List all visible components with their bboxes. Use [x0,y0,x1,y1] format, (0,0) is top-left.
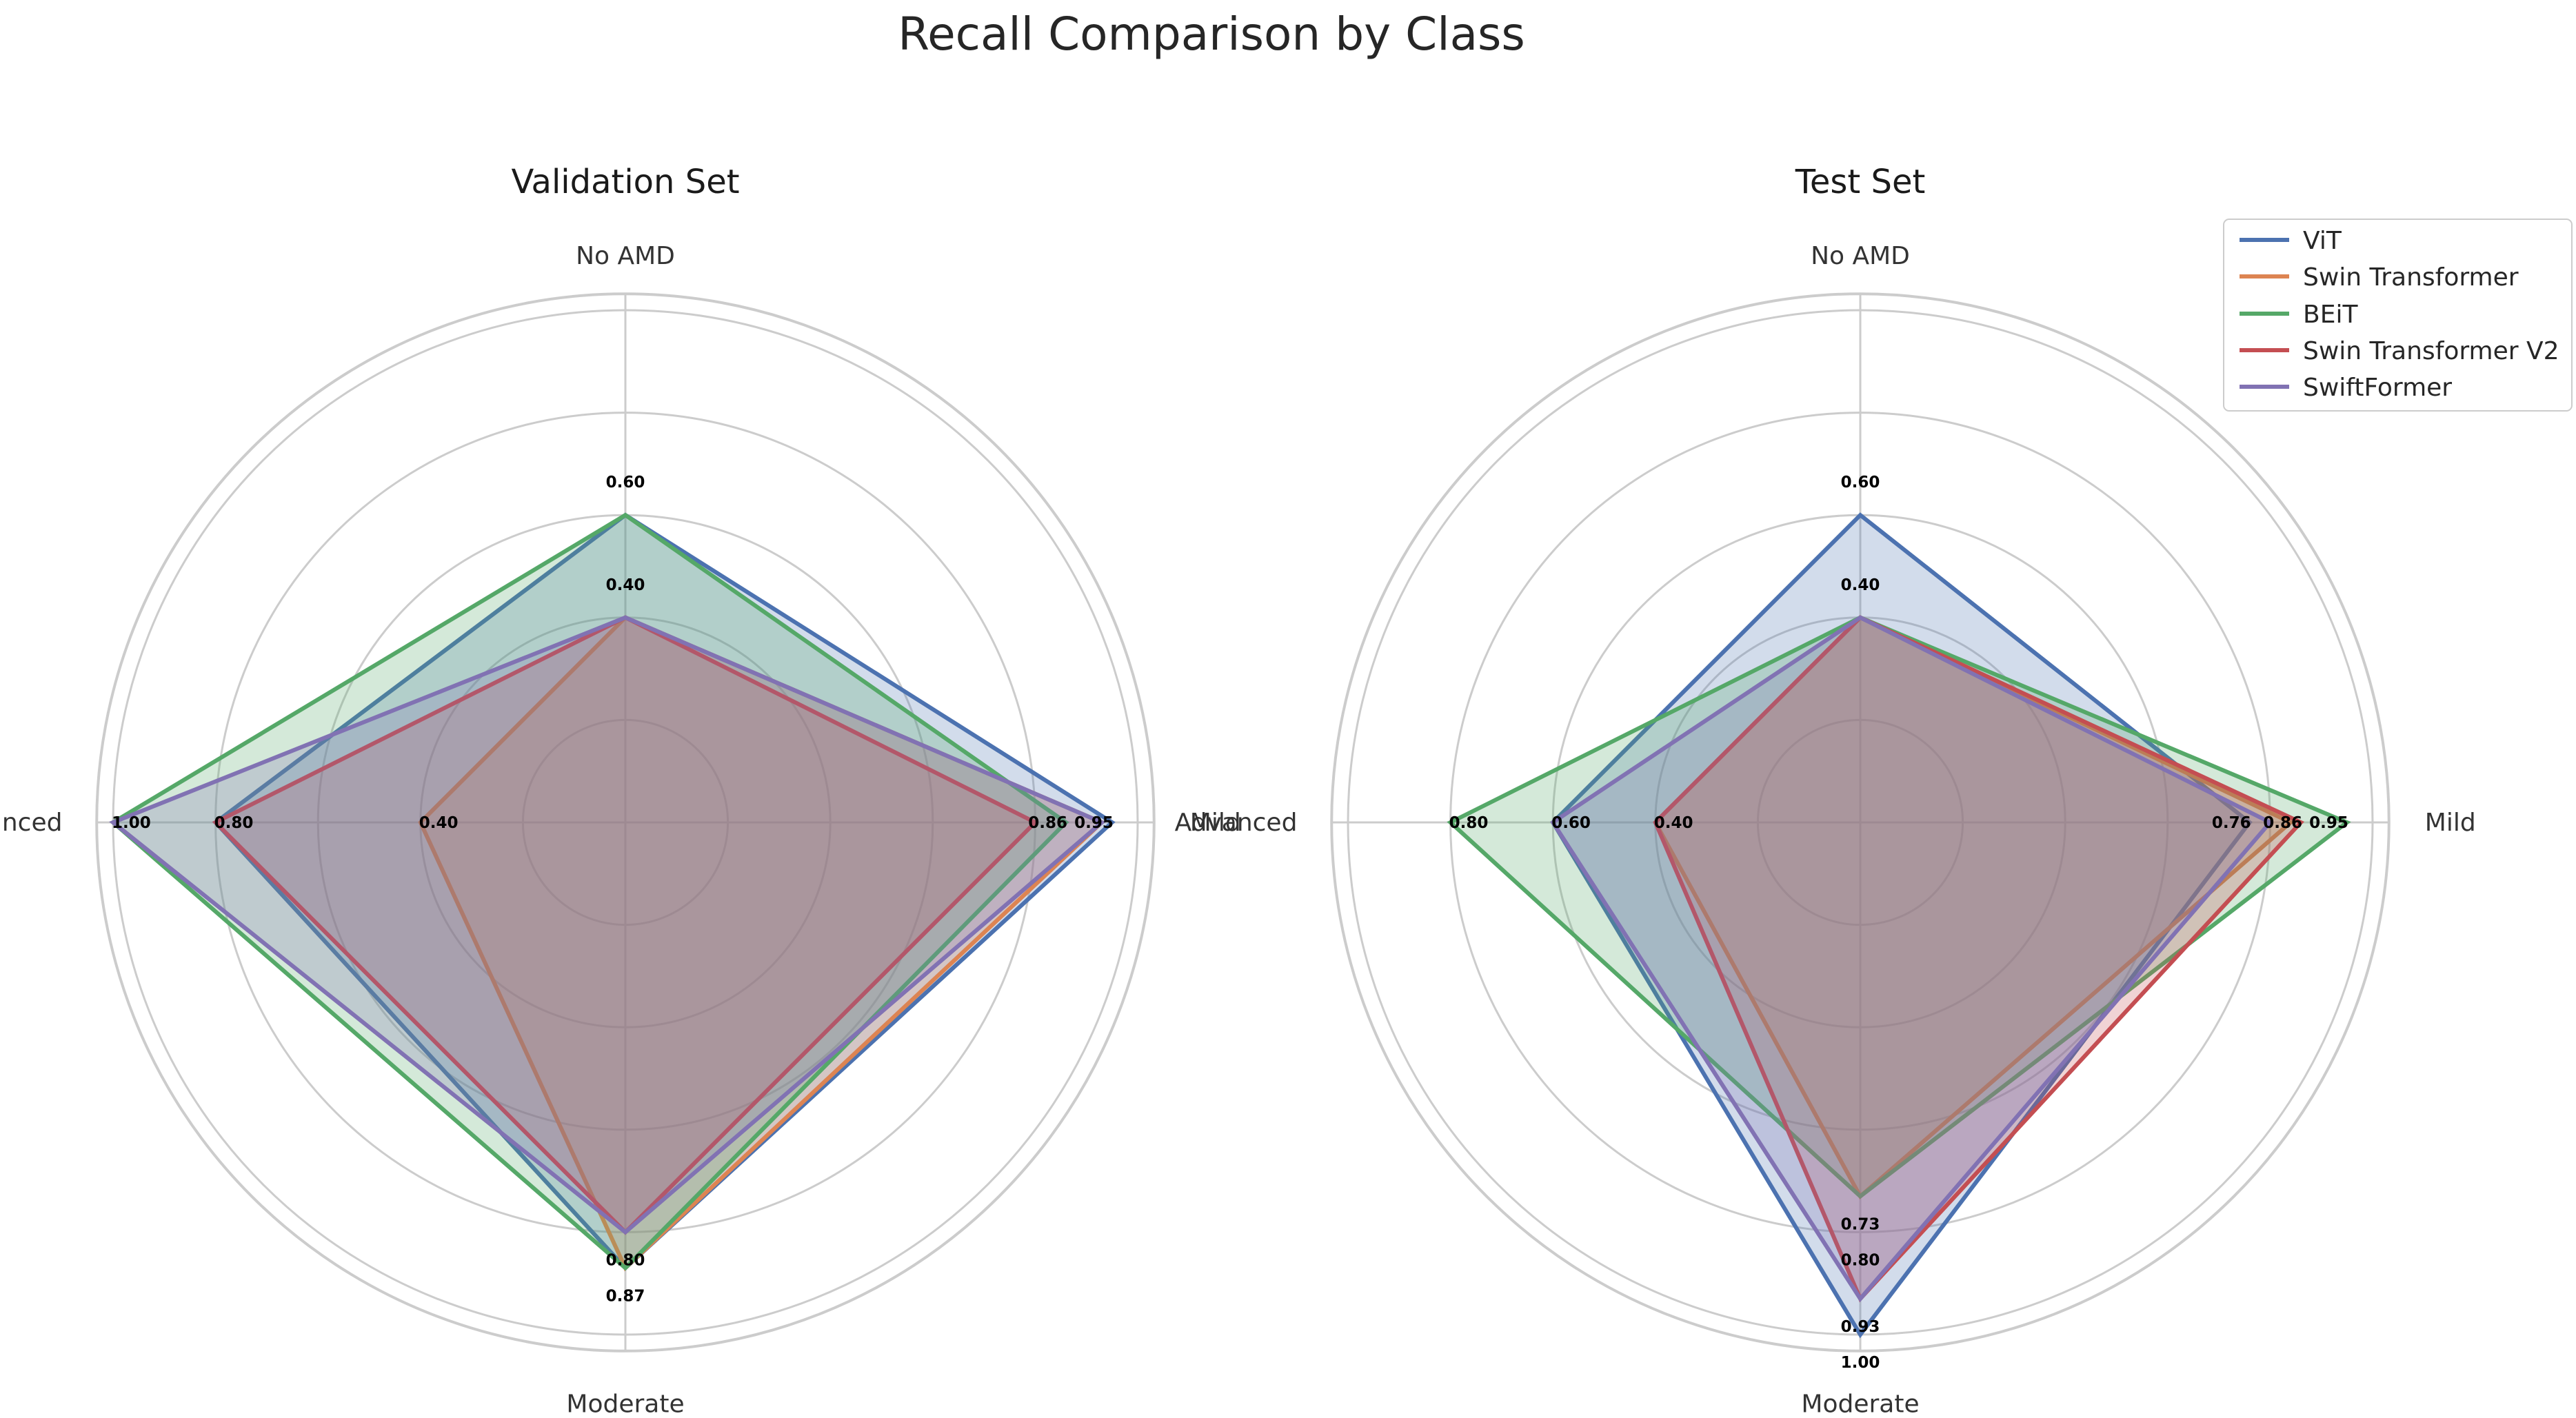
series-fill-swin-transformer-v2 [215,617,1036,1233]
axis-label-mild: Mild [2425,809,2476,837]
value-label: 0.80 [1841,1251,1880,1269]
series-line-beit [1447,615,2351,1199]
value-label: 1.00 [1841,1354,1880,1372]
value-label: 0.80 [1449,814,1489,832]
value-label: 0.60 [1551,814,1591,832]
radar-series-validation [109,512,1116,1272]
value-label: 1.00 [112,814,151,832]
radar-series-test [1447,512,2351,1339]
series-fill-beit [1450,617,2347,1197]
axis-label-no-amd: No AMD [1811,242,1910,270]
axis-label-advanced: Advanced [0,809,62,837]
value-label: 0.87 [606,1287,645,1305]
radar-labels-validation: No AMD Mild Moderate Advanced 0.40 0.60 0.86 0.… [0,242,1241,1418]
value-label: 0.60 [1841,474,1880,492]
axis-label-mild: Mild [1190,809,1241,837]
series-line-swiftformer [1550,615,2274,1303]
series-fill-swin-transformer [420,617,1102,1268]
legend-label-swin-transformer-v2: Swin Transformer V2 [2303,337,2559,365]
legend-label-beit: BEiT [2303,301,2358,329]
series-line-beit [109,512,1069,1271]
value-label: 0.40 [1654,814,1693,832]
value-label: 0.60 [606,474,645,492]
series-fill-vit [215,515,1112,1268]
figure-title: Recall Comparison by Class [898,8,1525,61]
value-label: 0.95 [1074,814,1114,832]
value-label: 0.93 [1841,1318,1880,1336]
axis-label-no-amd: No AMD [576,242,675,270]
panel-title-validation: Validation Set [511,163,739,201]
radar-labels-test: No AMD Mild Moderate Advanced 0.40 0.60 0.76 0.… [1175,242,2476,1418]
legend-label-swiftformer: SwiftFormer [2303,374,2452,402]
value-label: 0.95 [2309,814,2348,832]
value-label: 0.86 [2263,814,2302,832]
radar-panel-validation: Validation Set No AMD Mild Moderate Advance… [0,163,1241,1418]
series-fill-swin-transformer [1655,617,2291,1197]
axis-label-advanced: Advanced [1175,809,1298,837]
value-label: 0.40 [606,576,645,594]
value-label: 0.40 [1841,576,1880,594]
series-line-swiftformer [109,615,1106,1235]
value-label: 0.80 [214,814,254,832]
legend-label-swin-transformer: Swin Transformer [2303,263,2519,292]
value-label: 0.40 [419,814,459,832]
panel-title-test: Test Set [1795,163,1926,201]
value-label: 0.80 [606,1251,645,1269]
legend-box [2223,219,2573,412]
value-label: 0.76 [2212,814,2251,832]
axis-label-moderate: Moderate [1801,1390,1919,1418]
series-fill-swiftformer [113,617,1102,1233]
radar-panel-test: Test Set No AMD Mild Moderate Advanced 0.40 0… [1175,163,2476,1418]
legend-label-vit: ViT [2303,227,2342,255]
series-fill-swiftformer [1553,617,2271,1299]
series-fill-swin-transformer-v2 [1655,617,2301,1299]
axis-label-moderate: Moderate [566,1390,684,1418]
legend: ViT Swin Transformer BEiT Swin Transform… [2223,219,2573,412]
value-label: 0.73 [1841,1215,1880,1233]
value-label: 0.86 [1028,814,1067,832]
